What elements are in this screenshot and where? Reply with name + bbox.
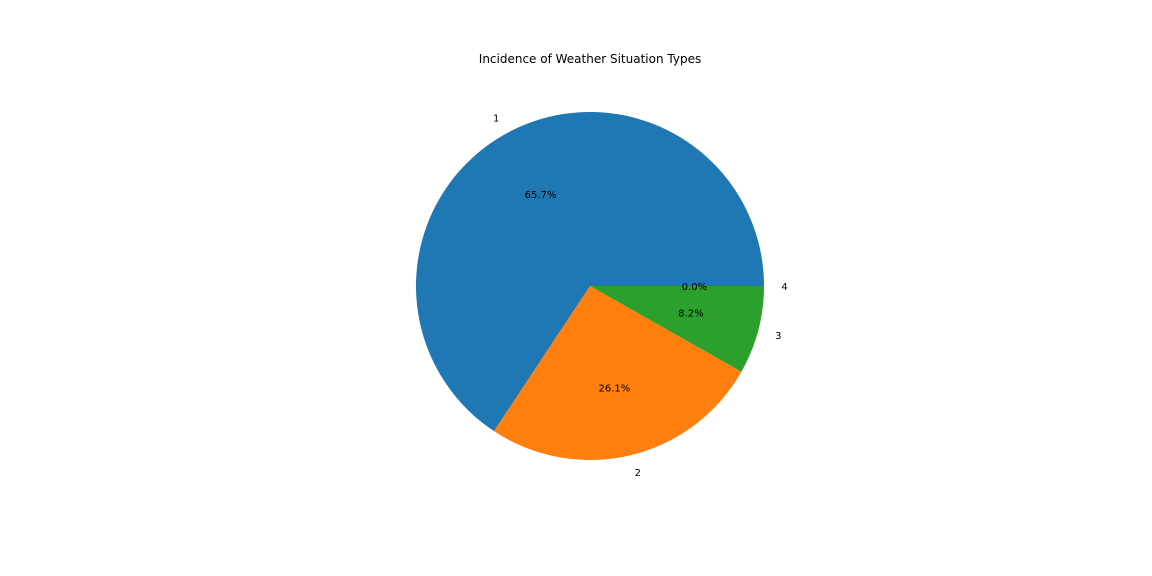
slice-percent-label: 65.7%	[525, 190, 557, 201]
slice-category-label: 4	[781, 282, 787, 293]
slice-category-label: 2	[635, 468, 641, 479]
slice-category-label: 3	[775, 331, 781, 342]
slice-percent-label: 26.1%	[598, 384, 630, 395]
slice-percent-label: 8.2%	[678, 309, 703, 320]
slice-category-label: 1	[493, 113, 499, 124]
pie-labels: 1 65.7% 2 26.1% 3 8.2% 4 0.0%	[493, 113, 788, 479]
pie-slice-2	[494, 286, 742, 460]
pie-slices	[416, 111, 764, 460]
chart-title: Incidence of Weather Situation Types	[479, 52, 701, 66]
pie-slice-1	[416, 111, 764, 432]
slice-percent-label: 0.0%	[682, 282, 707, 293]
pie-slice-3	[590, 286, 764, 372]
